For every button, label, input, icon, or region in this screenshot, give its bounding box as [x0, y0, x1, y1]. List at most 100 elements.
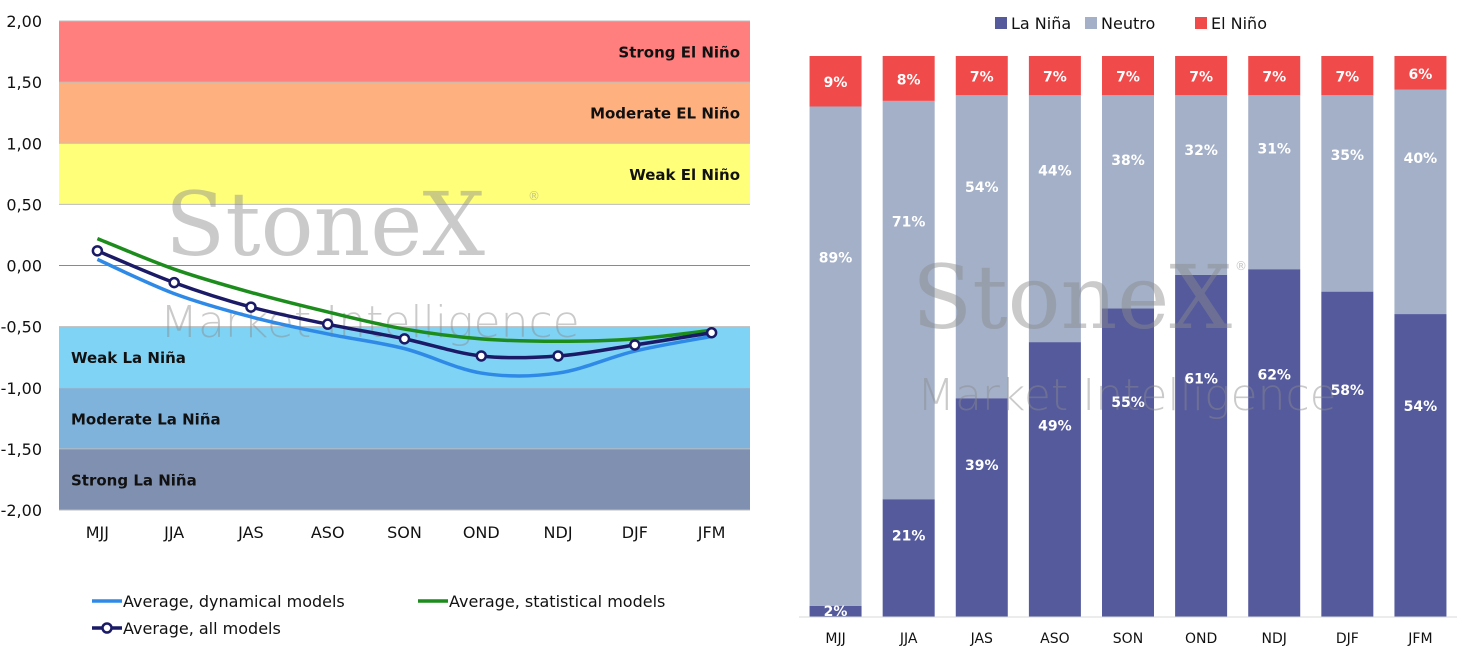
x-tick-label: NDJ — [544, 523, 573, 542]
data-point — [705, 326, 718, 339]
legend-label-2: Average, all models — [123, 619, 281, 638]
data-point — [321, 318, 334, 330]
y-tick-label: 1,00 — [6, 134, 42, 153]
bar-segment — [1102, 95, 1154, 309]
data-point — [475, 350, 488, 362]
bar-segment — [1248, 269, 1301, 617]
y-tick-label: 0,00 — [6, 257, 42, 276]
x-tick-label: DJF — [622, 523, 648, 542]
band-label-5: Strong La Niña — [71, 471, 197, 489]
enso-probability-chart: La Niña Neutro El Niño StoneX ® Market Int… — [799, 14, 1457, 647]
bar-segment — [1248, 95, 1301, 270]
bar-segment — [809, 56, 862, 107]
bar-value-label: 7% — [1116, 70, 1140, 86]
enso-model-forecast-chart: Strong El Niño Moderate EL Niño Weak El Ni… — [1, 12, 750, 638]
bar-value-label: 39% — [965, 458, 999, 474]
bar-value-label: 35% — [1331, 148, 1365, 164]
series-line-0 — [96, 257, 712, 378]
bar-value-label: 7% — [1335, 70, 1359, 86]
bar-value-label: 61% — [1184, 371, 1218, 387]
bar-value-label: 54% — [1404, 399, 1438, 415]
bar-value-label: 38% — [1111, 153, 1145, 169]
bar-value-label: 21% — [892, 529, 926, 545]
bar-segment — [1321, 291, 1374, 617]
bar-segment — [882, 499, 935, 617]
bar-segment — [1102, 308, 1154, 617]
bar-value-label: 31% — [1257, 141, 1291, 157]
bar-segment — [955, 56, 1008, 96]
bar-segment — [1175, 274, 1228, 617]
bar-segment — [1175, 56, 1228, 96]
bar-value-label: 8% — [897, 72, 921, 88]
legend-swatch-0 — [995, 17, 1007, 29]
bar-segment — [1394, 56, 1447, 90]
legend-label-1: Average, statistical models — [449, 592, 665, 611]
legend-label-1: Neutro — [1101, 14, 1155, 33]
watermark-brand: StoneX — [165, 173, 485, 276]
bar-value-label: 54% — [965, 180, 999, 196]
series-line-1 — [96, 236, 712, 344]
band-2 — [59, 143, 750, 205]
x-tick-label: ASO — [1040, 631, 1069, 647]
x-tick-label: OND — [1185, 631, 1217, 647]
data-point — [552, 350, 564, 362]
bar-segment — [955, 95, 1008, 399]
x-tick-label: JJA — [899, 631, 918, 647]
y-tick-label: -1,00 — [1, 379, 42, 398]
y-tick-label: -2,00 — [1, 501, 42, 520]
bar-value-label: 55% — [1111, 395, 1145, 411]
bar-value-label: 32% — [1184, 143, 1218, 159]
x-tick-label: JFM — [697, 523, 726, 542]
y-tick-label: 1,50 — [6, 73, 42, 92]
bar-value-label: 2% — [824, 604, 848, 620]
bar-value-label: 9% — [824, 75, 848, 91]
watermark-registered-2: ® — [1235, 259, 1247, 273]
y-tick-label: -1,50 — [1, 440, 42, 459]
bar-segment — [1028, 56, 1081, 96]
bar-value-label: 7% — [1189, 70, 1213, 86]
band-0 — [59, 21, 750, 83]
data-point — [245, 301, 257, 313]
legend-label-2: El Niño — [1211, 14, 1267, 33]
x-tick-label: SON — [387, 523, 422, 542]
x-tick-label: JAS — [237, 523, 264, 542]
band-4 — [59, 387, 750, 449]
x-tick-label: JFM — [1407, 631, 1432, 647]
band-label-4: Moderate La Niña — [71, 410, 221, 428]
bar-segment — [1028, 342, 1081, 617]
y-tick-label: -0,50 — [1, 318, 42, 337]
bar-segment — [882, 56, 935, 101]
watermark-registered: ® — [528, 189, 540, 203]
bar-segment — [882, 100, 935, 500]
bar-value-label: 58% — [1331, 383, 1365, 399]
y-tick-label: 0,50 — [6, 195, 42, 214]
data-point — [91, 245, 104, 257]
x-tick-label: JAS — [970, 631, 993, 647]
y-tick-label: 2,00 — [6, 12, 42, 31]
bar-value-label: 6% — [1409, 67, 1433, 83]
data-point — [398, 333, 411, 345]
bar-segment — [1175, 95, 1228, 275]
bar-value-label: 62% — [1257, 368, 1291, 384]
bar-segment — [1102, 56, 1154, 96]
band-label-2: Weak El Niño — [629, 166, 740, 184]
bar-value-label: 44% — [1038, 163, 1072, 179]
bar-value-label: 71% — [892, 214, 926, 230]
bar-value-label: 7% — [1262, 70, 1286, 86]
x-tick-label: OND — [463, 523, 500, 542]
bar-value-label: 49% — [1038, 419, 1072, 435]
data-point — [629, 339, 641, 351]
x-tick-label: ASO — [311, 523, 345, 542]
watermark-subtitle-2: Market Intelligence — [917, 370, 1337, 421]
legend-label-0: Average, dynamical models — [123, 592, 345, 611]
x-tick-label: DJF — [1336, 631, 1359, 647]
bar-segment — [955, 398, 1008, 617]
band-label-0: Strong El Niño — [618, 44, 740, 62]
bar-value-label: 7% — [1043, 70, 1067, 86]
band-label-1: Moderate EL Niño — [590, 105, 740, 123]
bar-segment — [1394, 89, 1447, 315]
x-tick-label: SON — [1113, 631, 1143, 647]
data-point — [168, 276, 180, 289]
legend-marker — [101, 622, 113, 634]
bar-segment — [1321, 95, 1374, 292]
